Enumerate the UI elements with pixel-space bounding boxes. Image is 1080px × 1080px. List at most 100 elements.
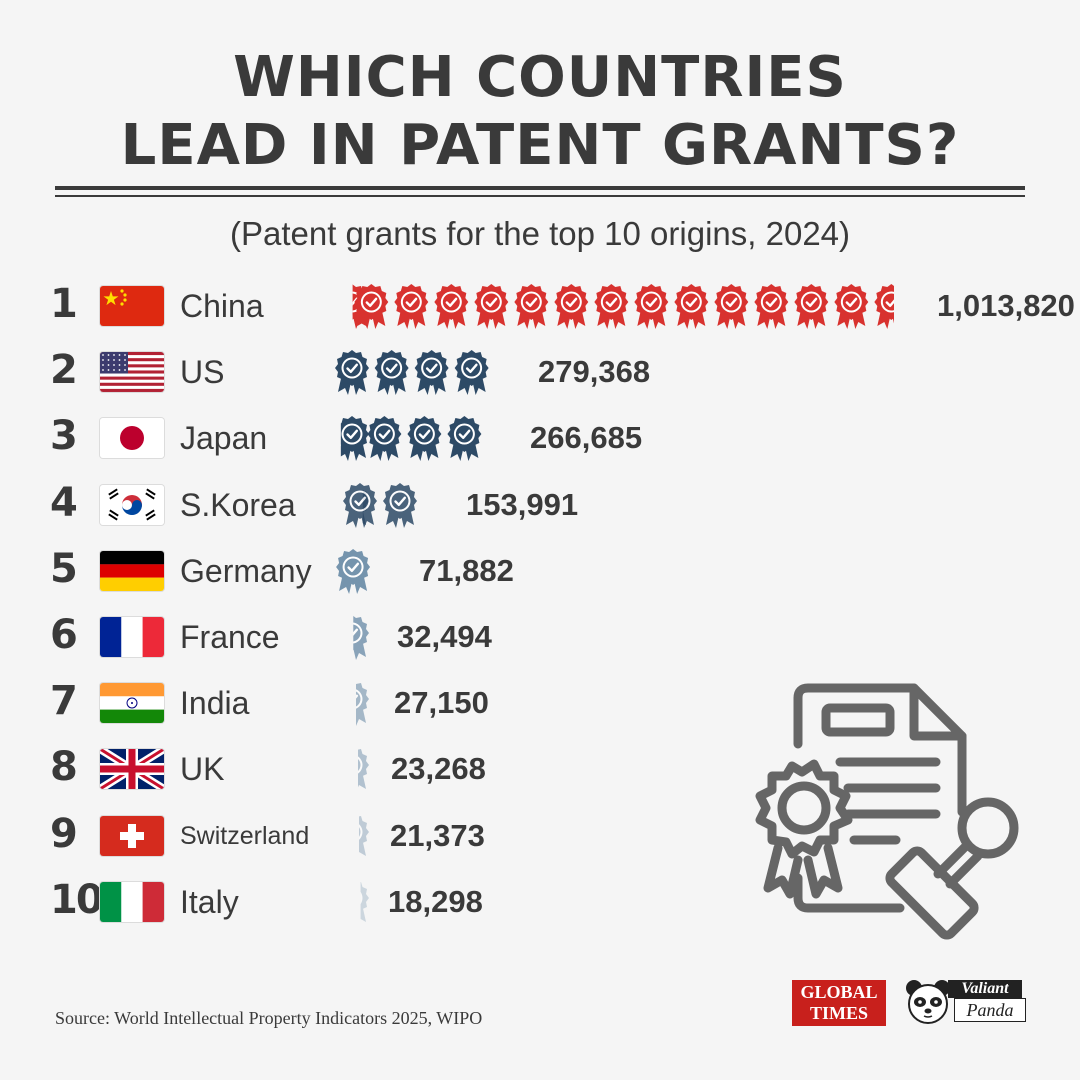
badge	[354, 284, 389, 329]
badge	[514, 284, 549, 329]
category-label: Germany	[180, 553, 312, 589]
rank-label: 9	[50, 811, 78, 857]
row-s-korea: 4 S.Korea 153,991	[0, 473, 1080, 533]
badge	[714, 284, 749, 329]
badge	[554, 284, 589, 329]
badge-bar	[356, 683, 369, 726]
rank-label: 6	[50, 612, 78, 658]
category-label: China	[180, 288, 264, 324]
category-label: Italy	[180, 884, 239, 920]
india-flag-icon	[100, 683, 164, 723]
badge	[754, 284, 789, 329]
badge-bar	[336, 549, 371, 594]
row-uk: 8 UK 23,268	[0, 737, 1080, 797]
badge-bar	[358, 749, 369, 789]
valiant-panda-logo: Valiant Panda	[904, 978, 1026, 1026]
panda-icon	[906, 980, 950, 1024]
value-label: 153,991	[466, 487, 579, 522]
france-flag-icon	[100, 617, 164, 657]
global-times-logo: GLOBAL TIMES	[792, 980, 886, 1026]
rank-label: 10	[50, 877, 104, 923]
value-label: 27,150	[394, 685, 489, 720]
value-label: 18,298	[388, 884, 483, 919]
badge-partial	[358, 749, 369, 789]
category-label: India	[180, 685, 250, 721]
value-label: 21,373	[390, 818, 485, 853]
badge-bar	[360, 882, 369, 922]
badge-partial	[353, 615, 369, 660]
badge	[394, 284, 429, 329]
badge	[594, 284, 629, 329]
rank-label: 2	[50, 347, 78, 393]
badge	[474, 284, 509, 329]
category-label: US	[180, 354, 225, 390]
badge	[834, 284, 869, 329]
badge	[374, 350, 409, 395]
category-label: Japan	[180, 420, 268, 456]
title-divider-thick	[55, 186, 1025, 190]
title-divider-thin	[55, 195, 1025, 197]
badge	[414, 350, 449, 395]
south-korea-flag-icon	[100, 485, 164, 525]
row-france: 6 France 32,494	[0, 605, 1080, 665]
badge-partial	[360, 882, 369, 922]
row-us: 2 US 279,368	[0, 340, 1080, 400]
japan-flag-icon	[100, 418, 164, 458]
category-label: Switzerland	[180, 822, 310, 850]
badge	[794, 284, 829, 329]
badge	[382, 483, 417, 528]
rank-label: 3	[50, 413, 78, 459]
category-label: S.Korea	[180, 487, 296, 523]
rank-label: 4	[50, 480, 78, 526]
source-note: Source: World Intellectual Property Indi…	[55, 1008, 483, 1028]
row-switzerland: 9 Switzerland 21,373	[0, 804, 1080, 864]
row-japan: 3 Japan 266,685	[0, 406, 1080, 466]
badge	[367, 416, 402, 461]
rank-label: 8	[50, 744, 78, 790]
rank-label: 1	[50, 281, 78, 327]
badge	[447, 416, 482, 461]
value-label: 32,494	[397, 619, 492, 654]
uk-flag-icon	[100, 749, 164, 789]
rank-label: 5	[50, 546, 78, 592]
badge	[674, 284, 709, 329]
row-india: 7 India 27,150	[0, 671, 1080, 731]
badge-bar	[335, 350, 489, 395]
value-label: 23,268	[391, 751, 486, 786]
chart-title: WHICH COUNTRIES LEAD IN PATENT GRANTS?	[0, 44, 1080, 180]
badge-bar	[353, 615, 369, 660]
badge-partial	[340, 416, 369, 461]
value-label: 279,368	[538, 354, 651, 389]
chart-subtitle: (Patent grants for the top 10 origins, 2…	[229, 215, 851, 252]
row-italy: 10 Italy 18,298	[0, 870, 1080, 930]
badge-bar	[359, 816, 369, 856]
patent-certificate-icon	[755, 683, 1019, 940]
category-label: France	[180, 619, 280, 655]
rank-label: 7	[50, 678, 78, 724]
value-label: 1,013,820	[937, 288, 1075, 323]
badge-bar	[352, 284, 894, 329]
italy-flag-icon	[100, 882, 164, 922]
badge-partial	[359, 816, 369, 856]
value-label: 71,882	[419, 553, 514, 588]
value-label: 266,685	[530, 420, 643, 455]
germany-flag-icon	[100, 551, 164, 591]
badge-partial	[356, 683, 369, 726]
badge	[874, 284, 894, 329]
badge	[336, 549, 371, 594]
title-line-2: LEAD IN PATENT GRANTS?	[120, 113, 960, 178]
category-label: UK	[180, 751, 225, 787]
switzerland-flag-icon	[100, 816, 164, 856]
badge	[454, 350, 489, 395]
badge	[342, 483, 377, 528]
badge-partial	[335, 350, 369, 395]
badge-bar	[342, 483, 417, 528]
china-flag-icon	[100, 286, 164, 326]
row-germany: 5 Germany 71,882	[0, 539, 1080, 599]
badge	[434, 284, 469, 329]
us-flag-icon	[100, 352, 164, 392]
title-line-1: WHICH COUNTRIES	[233, 45, 847, 110]
row-china: 1 China 1,013,820	[0, 274, 1080, 334]
badge-bar	[340, 416, 482, 461]
badge	[407, 416, 442, 461]
